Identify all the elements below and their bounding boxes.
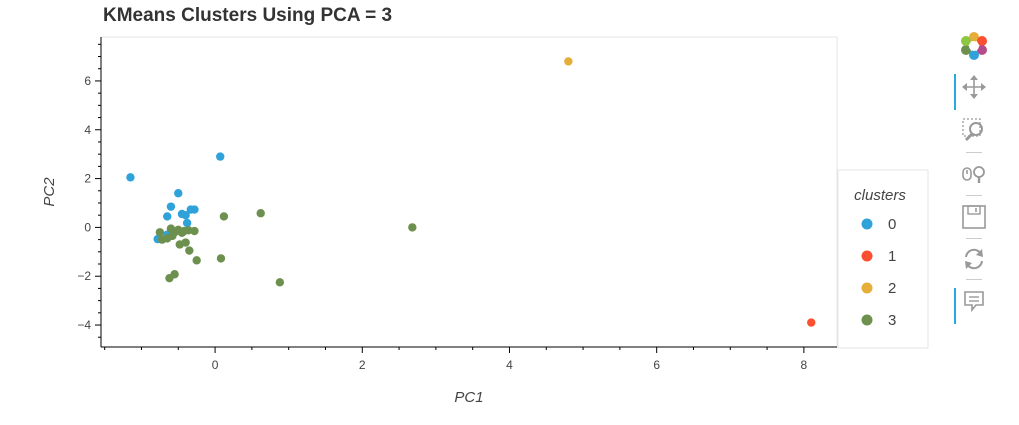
x-axis-title: PC1 (454, 389, 483, 406)
legend-label-3: 3 (888, 312, 896, 329)
toolbar-separator (966, 238, 982, 239)
data-point-cluster-0[interactable] (126, 173, 135, 182)
data-point-cluster-3[interactable] (192, 256, 201, 265)
box-zoom-icon (962, 118, 983, 142)
data-point-cluster-3[interactable] (219, 212, 229, 221)
y-tick-label: 6 (84, 74, 91, 88)
y-tick-label: −4 (77, 318, 91, 332)
bokeh-logo-icon (961, 32, 987, 60)
y-tick-label: 2 (84, 172, 91, 186)
x-tick-label: 8 (801, 358, 808, 372)
hover-tool[interactable] (952, 286, 996, 324)
data-point-cluster-3[interactable] (177, 228, 187, 237)
data-point-cluster-3[interactable] (181, 238, 190, 247)
toolbar-separator (966, 195, 982, 196)
legend-marker-1 (861, 250, 873, 262)
legend-label-2: 2 (888, 280, 896, 297)
wheel-zoom-tool[interactable] (952, 159, 996, 189)
data-point-cluster-2[interactable] (564, 57, 573, 66)
toolbar-separator (966, 152, 982, 153)
save-icon (962, 205, 986, 229)
data-point-cluster-3[interactable] (256, 209, 265, 218)
data-point-cluster-0[interactable] (190, 205, 199, 214)
data-point-cluster-3[interactable] (185, 246, 194, 255)
hover-icon (964, 291, 984, 313)
y-tick-label: 4 (84, 123, 91, 137)
data-point-cluster-0[interactable] (216, 152, 225, 161)
y-axis-title: PC2 (41, 177, 58, 207)
chart-title: KMeans Clusters Using PCA = 3 (103, 5, 393, 26)
legend-box (837, 169, 929, 349)
legend-marker-3 (861, 314, 873, 326)
data-point-cluster-0[interactable] (166, 202, 176, 211)
legend-label-1: 1 (888, 248, 896, 265)
data-point-cluster-0[interactable] (182, 218, 192, 228)
data-point-cluster-3[interactable] (170, 270, 179, 279)
legend-title: clusters (854, 187, 906, 204)
data-points (126, 57, 816, 327)
legend-marker-2 (861, 282, 873, 294)
reset-icon (965, 248, 983, 270)
save-tool[interactable] (952, 202, 996, 232)
data-point-cluster-0[interactable] (174, 189, 183, 198)
x-tick-label: 4 (506, 358, 513, 372)
data-point-cluster-3[interactable] (168, 231, 177, 241)
data-point-cluster-3[interactable] (408, 223, 417, 232)
data-point-cluster-3[interactable] (275, 278, 285, 287)
box-zoom-tool[interactable] (952, 115, 996, 145)
legend-label-0: 0 (888, 216, 896, 233)
axes: 0 2 4 6 8 −4 −2 0 2 4 6 (77, 37, 837, 372)
data-point-cluster-1[interactable] (807, 318, 816, 327)
legend: clusters 0 1 2 3 (837, 169, 929, 349)
legend-marker-0 (861, 218, 873, 230)
wheel-zoom-icon (962, 166, 985, 183)
data-point-cluster-0[interactable] (163, 212, 172, 221)
data-point-cluster-3[interactable] (216, 254, 226, 263)
y-tick-label: 0 (84, 220, 91, 234)
x-tick-label: 2 (359, 358, 366, 372)
data-point-cluster-3[interactable] (190, 226, 199, 236)
pan-tool[interactable] (952, 72, 996, 110)
pan-icon (962, 75, 986, 99)
x-tick-label: 0 (212, 358, 219, 372)
reset-tool[interactable] (952, 244, 996, 274)
plot-area[interactable] (100, 36, 838, 348)
data-point-cluster-3[interactable] (155, 228, 165, 237)
x-tick-label: 6 (653, 358, 660, 372)
bokeh-logo[interactable] (952, 31, 996, 61)
y-tick-label: −2 (77, 269, 91, 283)
toolbar-separator (966, 279, 982, 280)
data-point-cluster-0[interactable] (181, 210, 190, 220)
